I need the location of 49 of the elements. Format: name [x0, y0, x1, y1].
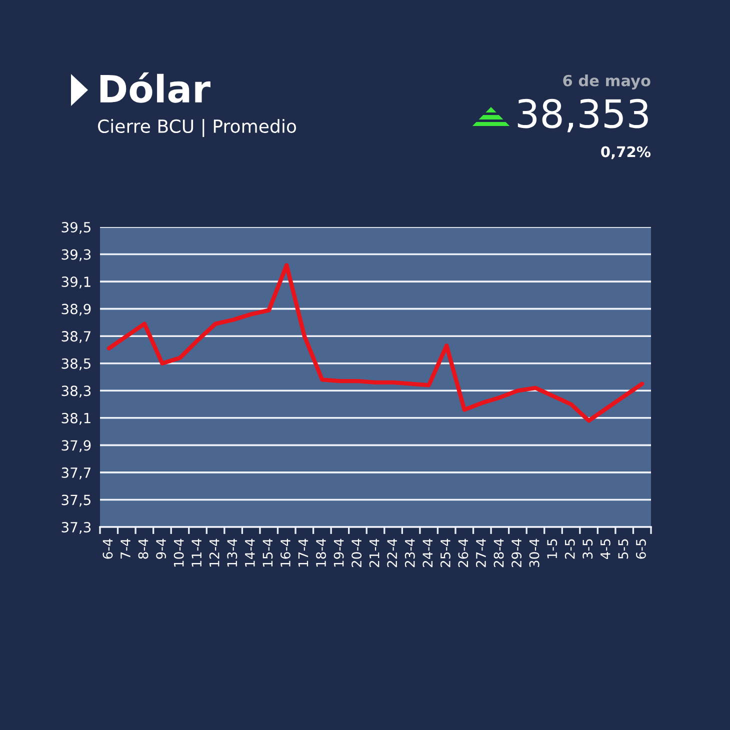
x-tick-label: 22-4 — [387, 538, 397, 568]
x-tick-label: 1-5 — [547, 539, 558, 558]
x-tick-label: 27-4 — [476, 538, 486, 568]
x-tick-label: 17-4 — [298, 538, 308, 567]
y-tick-label: 37,3 — [62, 522, 91, 534]
x-tick-label: 14-4 — [245, 538, 255, 567]
x-tick-label: 11-4 — [192, 538, 202, 567]
x-tick-label: 21-4 — [369, 538, 380, 568]
x-tick-label: 6-5 — [636, 539, 646, 559]
x-tick-label: 16-4 — [280, 538, 290, 567]
x-tick-label: 8-4 — [138, 538, 148, 559]
x-tick-label: 9-4 — [156, 538, 166, 559]
x-tick-label: 18-4 — [316, 538, 326, 567]
x-tick-label: 3-5 — [582, 539, 593, 559]
x-tick-label: 7-4 — [120, 538, 130, 559]
y-tick-label: 37,5 — [62, 494, 90, 507]
text: 38,353 — [518, 98, 648, 132]
x-tick-label: 20-4 — [352, 538, 362, 568]
x-tick-label: 29-4 — [512, 538, 522, 568]
x-tick-label: 15-4 — [262, 538, 273, 567]
x-tick-label: 12-4 — [209, 538, 220, 567]
text: 6 de mayo — [563, 74, 650, 90]
y-tick-label: 38,1 — [62, 412, 90, 425]
chart-title: Dólar — [100, 72, 210, 103]
text: 0,72% — [601, 146, 651, 160]
x-tick-label: 10-4 — [174, 538, 184, 567]
x-tick-label: 6-4 — [102, 538, 113, 559]
x-tick-label: 13-4 — [227, 538, 238, 567]
chart-subtitle: Cierre BCU | Promedio — [98, 118, 296, 138]
x-tick-label: 4-5 — [600, 539, 610, 560]
y-tick-label: 38,9 — [62, 304, 91, 316]
x-tick-label: 28-4 — [494, 538, 504, 568]
x-tick-label: 24-4 — [422, 538, 432, 568]
x-tick-label: 2-5 — [564, 539, 575, 559]
y-tick-label: 37,7 — [62, 467, 90, 480]
x-tick-label: 26-4 — [458, 538, 468, 568]
y-tick-label: 38,7 — [62, 331, 90, 343]
y-tick-label: 39,1 — [62, 276, 90, 288]
y-tick-label: 38,5 — [62, 358, 90, 370]
y-tick-label: 39,3 — [62, 249, 91, 262]
x-tick-label: 25-4 — [440, 538, 450, 568]
x-tick-label: 30-4 — [529, 538, 540, 568]
y-tick-label: 39,5 — [62, 222, 90, 234]
x-tick-label: 19-4 — [334, 538, 344, 567]
y-tick-label: 37,9 — [62, 440, 91, 452]
y-tick-label: 38,3 — [62, 386, 91, 398]
line-series — [106, 263, 644, 423]
x-tick-label: 5-5 — [618, 539, 628, 559]
x-tick-label: 23-4 — [404, 538, 415, 568]
